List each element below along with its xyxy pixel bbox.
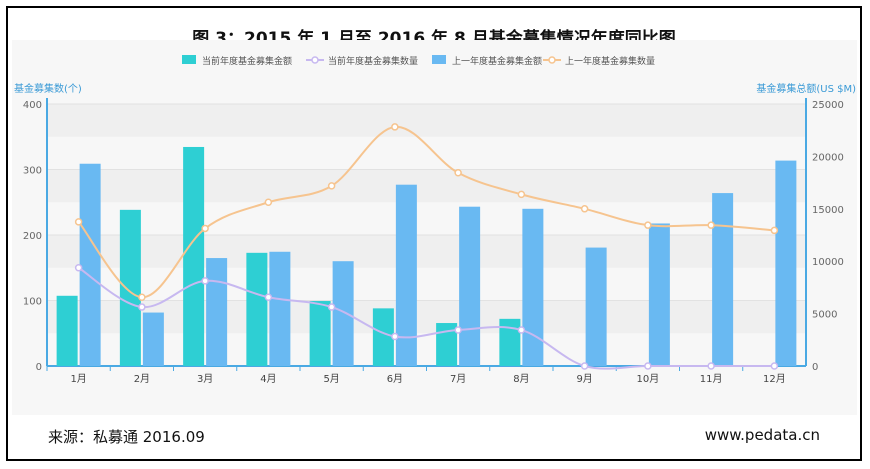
line-point	[517, 326, 526, 334]
line-point	[138, 293, 146, 301]
line-point	[517, 190, 526, 199]
bar	[119, 209, 141, 366]
line-point	[74, 264, 83, 272]
line-point	[327, 303, 336, 311]
grid-band	[47, 104, 806, 137]
line-point	[391, 123, 399, 131]
grid-band	[47, 300, 806, 334]
x-tick-label: 8月	[513, 373, 529, 385]
legend-label: 当前年度基金募集数量	[328, 55, 418, 67]
right-tick-label: 15000	[812, 205, 844, 216]
line-point	[580, 362, 589, 370]
bar	[459, 206, 481, 366]
left-tick-label: 200	[23, 231, 42, 242]
line-point	[138, 303, 146, 311]
right-tick-label: 0	[812, 362, 818, 373]
right-axis-title: 基金募集总额(US $M)	[756, 82, 856, 95]
x-tick-label: 7月	[450, 373, 466, 385]
line-point	[644, 221, 652, 229]
x-tick-label: 6月	[387, 373, 403, 385]
bar	[79, 163, 101, 366]
line-point	[264, 293, 273, 301]
line-point	[391, 332, 399, 341]
x-tick-label: 12月	[763, 373, 786, 385]
line-point	[770, 362, 779, 370]
line-point	[264, 198, 273, 206]
x-tick-label: 11月	[700, 373, 723, 385]
left-tick-label: 100	[23, 297, 42, 308]
grid-band	[47, 169, 806, 203]
x-tick-label: 2月	[134, 373, 150, 385]
line-point	[707, 221, 715, 229]
legend-swatch	[432, 55, 446, 64]
x-tick-label: 9月	[576, 373, 592, 385]
right-tick-label: 5000	[812, 310, 837, 321]
grid-band	[47, 235, 806, 268]
bar	[775, 160, 797, 366]
line-point	[644, 362, 652, 370]
source-note: 来源：私募通 2016.09	[48, 428, 205, 446]
line-point	[201, 277, 209, 285]
bar	[206, 258, 228, 366]
left-tick-label: 300	[23, 166, 42, 177]
bar	[56, 295, 78, 366]
line-point	[454, 326, 462, 334]
bar	[309, 301, 331, 366]
bar	[142, 312, 164, 366]
bar	[712, 193, 734, 366]
legend-swatch	[182, 55, 196, 64]
x-tick-label: 4月	[260, 373, 276, 385]
legend-label: 上一年度基金募集金额	[452, 55, 542, 67]
left-tick-label: 0	[36, 362, 42, 373]
x-tick-label: 5月	[323, 373, 339, 385]
bar	[372, 308, 394, 366]
bar	[183, 146, 205, 366]
bar	[246, 252, 268, 366]
left-tick-label: 400	[23, 100, 42, 111]
legend-marker	[311, 56, 319, 64]
bar	[436, 323, 458, 366]
right-tick-label: 25000	[812, 100, 844, 111]
line-point	[327, 182, 336, 190]
line-point	[770, 226, 779, 235]
bar	[648, 223, 670, 366]
legend-label: 当前年度基金募集金额	[202, 55, 292, 67]
website-note: www.pedata.cn	[704, 426, 820, 444]
line-point	[454, 169, 462, 177]
bar	[522, 208, 544, 366]
bar	[395, 184, 417, 366]
bar	[585, 247, 607, 366]
x-tick-label: 1月	[70, 373, 86, 385]
bar	[332, 261, 354, 366]
right-tick-label: 20000	[812, 152, 844, 163]
x-tick-label: 10月	[637, 373, 660, 385]
legend-label: 上一年度基金募集数量	[565, 55, 655, 67]
x-tick-label: 3月	[197, 373, 213, 385]
bar	[269, 251, 291, 366]
bar	[499, 318, 521, 366]
line-point	[580, 205, 589, 213]
right-tick-label: 10000	[812, 257, 844, 268]
line-point	[707, 362, 715, 370]
line-point	[201, 224, 209, 233]
legend-marker	[548, 56, 556, 64]
left-axis-title: 基金募集数(个)	[14, 82, 82, 95]
line-point	[74, 218, 83, 226]
